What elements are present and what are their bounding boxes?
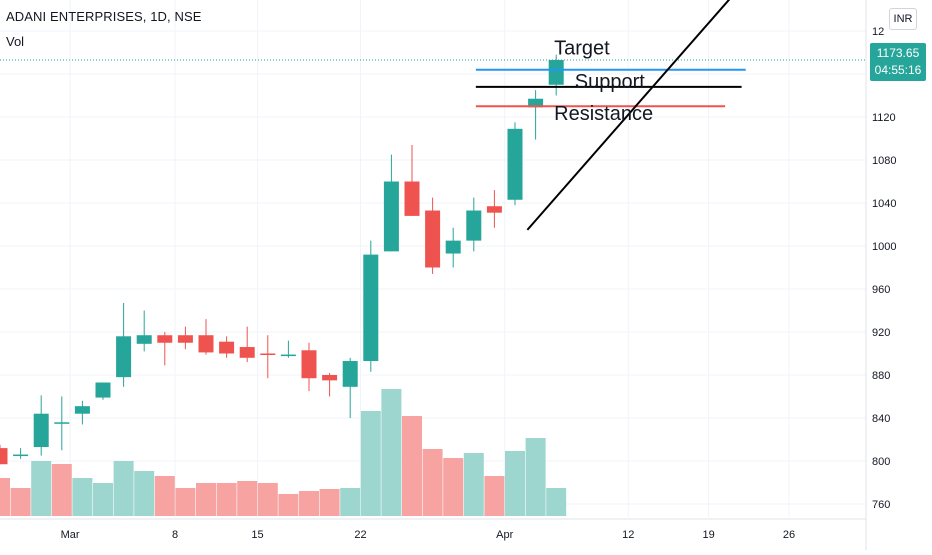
candle-body: [116, 336, 132, 378]
y-tick-label: 1000: [872, 241, 896, 253]
volume-bar: [257, 483, 278, 516]
candle-body: [239, 347, 255, 358]
volume-bar: [546, 488, 567, 516]
volume-bar: [175, 488, 196, 516]
candle-body: [136, 335, 152, 344]
volume-bar: [360, 411, 381, 516]
volume-bar: [10, 488, 31, 516]
y-tick-label: 960: [872, 284, 890, 296]
volume-bar: [51, 464, 72, 516]
volume-bar: [381, 389, 402, 516]
candle-body: [383, 181, 399, 252]
volume-bar: [0, 478, 10, 516]
candle-body: [363, 254, 379, 362]
y-tick-label: 760: [872, 499, 890, 511]
candle-body: [95, 382, 111, 398]
volume-bar: [216, 483, 237, 516]
last-price-tag: 1173.65 04:55:16: [870, 43, 926, 81]
candle-body: [177, 335, 193, 343]
candle-body: [260, 353, 276, 355]
candle-body: [54, 422, 70, 424]
candle-body: [445, 240, 461, 254]
x-tick-label: 26: [783, 529, 795, 541]
y-tick-label: 12: [872, 26, 884, 38]
candle-body: [0, 448, 8, 465]
candle-body: [198, 335, 214, 353]
volume-bar: [319, 489, 340, 516]
volume-bar: [484, 476, 505, 516]
candle-body: [507, 128, 523, 200]
y-tick-label: 1080: [872, 155, 896, 167]
candle-body: [33, 413, 49, 448]
candle-body: [157, 335, 173, 343]
volume-bar: [237, 481, 258, 516]
y-tick-label: 1040: [872, 198, 896, 210]
volume-bar: [196, 483, 216, 516]
candle-body: [528, 98, 544, 108]
annotation-text: Support: [575, 71, 645, 93]
candle-body: [425, 210, 441, 268]
volume-bar: [31, 461, 52, 516]
annotation-text: Target: [554, 38, 610, 60]
countdown-timer: 04:55:16: [874, 63, 922, 77]
x-tick-label: 12: [622, 529, 634, 541]
volume-bar: [278, 494, 299, 516]
y-tick-label: 840: [872, 413, 890, 425]
x-tick-label: 22: [354, 529, 366, 541]
candle-body: [342, 361, 358, 387]
volume-bar: [72, 478, 93, 516]
candle-body: [74, 406, 90, 414]
volume-bar: [93, 483, 113, 516]
last-price-value: 1173.65: [876, 46, 920, 60]
trend-line: [526, 0, 731, 231]
candle-body: [219, 341, 235, 354]
volume-bar: [443, 458, 464, 516]
y-tick-label: 800: [872, 456, 890, 468]
y-tick-label: 920: [872, 327, 890, 339]
volume-bar: [463, 453, 484, 516]
x-tick-label: 19: [703, 529, 715, 541]
x-tick-label: Mar: [61, 529, 80, 541]
y-tick-label: 1120: [872, 112, 896, 124]
y-tick-label: 880: [872, 370, 890, 382]
candle-body: [280, 354, 296, 357]
volume-bar: [402, 416, 422, 516]
candle-body: [13, 454, 29, 457]
candle-body: [301, 350, 317, 379]
x-tick-label: 8: [172, 529, 178, 541]
candle-body: [486, 206, 502, 213]
volume-bar: [134, 471, 155, 516]
volume-legend[interactable]: Vol: [6, 34, 25, 49]
volume-bar: [113, 461, 134, 516]
annotation-text: Resistance: [554, 103, 653, 125]
volume-bar: [422, 449, 443, 516]
volume-bar: [340, 488, 361, 516]
x-tick-label: Apr: [496, 529, 513, 541]
currency-badge[interactable]: INR: [889, 8, 917, 30]
volume-bar: [299, 491, 319, 516]
candle-body: [322, 375, 338, 381]
candle-body: [548, 60, 564, 85]
candle-body: [404, 181, 420, 216]
volume-bar: [525, 438, 546, 516]
candle-body: [466, 210, 482, 241]
volume-bar: [154, 476, 175, 516]
x-tick-label: 15: [251, 529, 263, 541]
volume-bar: [505, 451, 525, 516]
symbol-legend[interactable]: ADANI ENTERPRISES, 1D, NSE: [6, 9, 202, 24]
